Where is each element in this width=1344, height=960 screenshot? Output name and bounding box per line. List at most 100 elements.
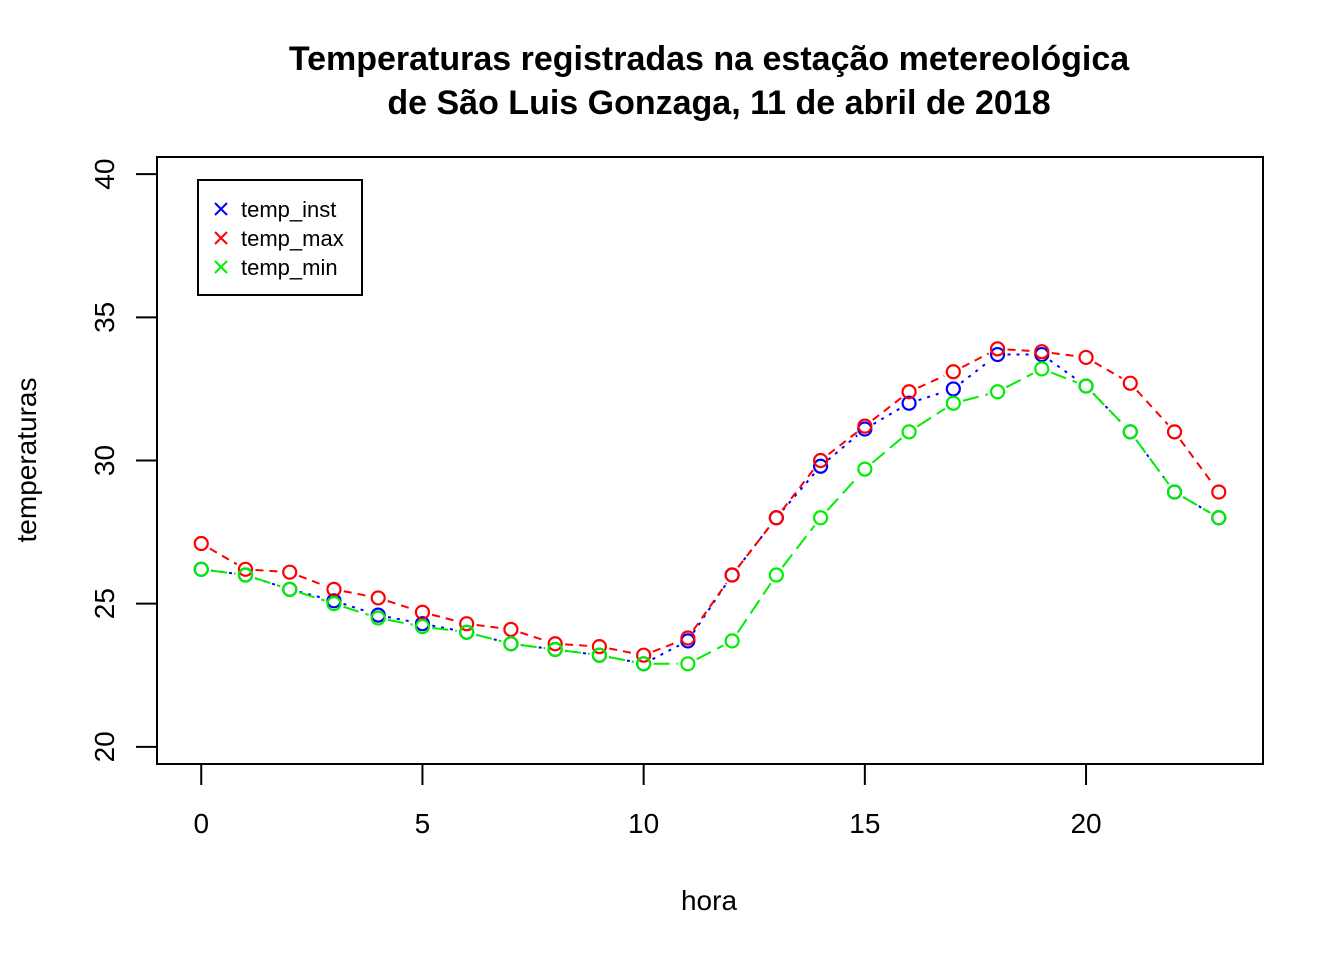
temp_max-segment — [209, 547, 238, 566]
temp_min-segment — [343, 605, 369, 616]
temp_min-point — [724, 633, 740, 649]
temp_max-segment — [1094, 361, 1123, 380]
temp_min-segment — [1182, 496, 1211, 514]
temp_min-point — [282, 581, 298, 597]
temp_max-point — [414, 604, 431, 620]
temp_inst-point — [945, 381, 961, 397]
x-tick-label: 10 — [628, 808, 659, 839]
temp_max-segment — [298, 574, 326, 587]
temp_max-segment — [1179, 439, 1214, 485]
y-axis-label: temperaturas — [11, 378, 42, 543]
temp_min-point — [636, 656, 652, 672]
temp_max-segment — [872, 397, 902, 421]
temp_min-point — [326, 596, 342, 612]
temp_min-segment — [254, 577, 281, 588]
series-temp_min — [193, 361, 1227, 672]
temp_max-segment — [255, 568, 280, 573]
x-tick-label: 20 — [1070, 808, 1101, 839]
temp_min-segment — [962, 393, 989, 402]
temp_max-segment — [652, 640, 679, 653]
series-layer — [193, 341, 1227, 672]
temp_max-segment — [781, 467, 816, 511]
temp_min-segment — [609, 656, 635, 663]
temp_max-point — [591, 639, 608, 655]
temp_min-point — [370, 610, 386, 626]
temp_min-segment — [1050, 371, 1078, 384]
x-tick-label: 0 — [193, 808, 209, 839]
temp_min-segment — [916, 407, 946, 428]
temp_max-point — [680, 630, 696, 646]
y-tick-label: 25 — [89, 588, 120, 619]
temp_max-point — [193, 535, 209, 552]
temp_min-segment — [298, 591, 325, 602]
temp_min-point — [1211, 510, 1227, 526]
temp_max-point — [945, 364, 961, 380]
temp_min-segment — [781, 525, 816, 568]
temp_inst-segment — [564, 649, 590, 655]
temp_inst-segment — [827, 434, 858, 461]
temp_max-segment — [827, 431, 858, 456]
temp_min-point — [768, 567, 784, 583]
legend-box — [197, 179, 363, 296]
temp_max-segment — [1051, 351, 1077, 358]
temp_inst-segment — [692, 582, 728, 634]
temp_min-segment — [1092, 392, 1125, 426]
y-tick-label: 20 — [89, 731, 120, 762]
temp_max-segment — [565, 643, 590, 647]
x-tick-label: 15 — [849, 808, 880, 839]
temp_inst-segment — [918, 391, 945, 402]
temp_inst-segment — [1049, 359, 1079, 382]
y-tick-label: 40 — [89, 159, 120, 190]
temp_max-point — [1078, 349, 1094, 366]
temp_max-point — [1166, 424, 1183, 440]
temp_max-segment — [609, 647, 635, 655]
temp_max-segment — [737, 525, 772, 568]
temp_min-point — [945, 395, 961, 411]
temp_min-point — [857, 461, 873, 477]
temp_max-segment — [343, 590, 369, 598]
temp_max-point — [459, 616, 475, 632]
temp_min-point — [591, 647, 608, 663]
temp_min-point — [193, 561, 209, 577]
temp_min-segment — [696, 644, 724, 661]
temp_max-point — [1211, 484, 1227, 500]
temp_inst-segment — [609, 656, 635, 663]
series-temp_inst — [193, 346, 1227, 672]
y-tick-label: 30 — [89, 445, 120, 476]
temp_min-point — [1034, 361, 1050, 377]
temp_min-point — [1122, 424, 1138, 440]
temp_min-segment — [387, 618, 413, 626]
temp_min-point — [547, 641, 563, 658]
temp_max-point — [237, 561, 254, 577]
x-axis-label: hora — [681, 885, 737, 916]
legend-entry-temp_min: temp_min — [214, 255, 338, 280]
temp_min-point — [459, 624, 475, 640]
temp_max-point — [989, 341, 1006, 357]
temp_max-point — [1122, 375, 1138, 391]
legend: temp_inst temp_max temp_min — [197, 179, 363, 296]
temp_max-point — [326, 581, 342, 597]
temp_max-point — [901, 384, 917, 400]
temp_min-segment — [211, 569, 236, 575]
temp_inst-segment — [432, 624, 458, 632]
temp_inst-point — [901, 395, 917, 411]
temp_inst-segment — [960, 359, 991, 384]
temp_max-segment — [917, 374, 945, 389]
temp_max-point — [282, 564, 298, 580]
legend-label: temp_min — [241, 255, 338, 280]
temp_min-segment — [1005, 372, 1034, 389]
temp_min-segment — [826, 475, 859, 512]
chart-title-line-2: de São Luis Gonzaga, 11 de abril de 2018 — [387, 84, 1050, 122]
y-axis: 20 25 30 35 40 — [89, 159, 158, 762]
temp_max-segment — [1007, 348, 1032, 353]
temp_min-segment — [564, 649, 590, 655]
temp_min-segment — [1135, 439, 1170, 485]
temp_min-point — [1078, 378, 1094, 394]
temp_inst-segment — [387, 616, 413, 623]
temp_min-point — [503, 636, 519, 652]
temp_inst-segment — [211, 569, 236, 575]
legend-marker-x-icon — [214, 260, 228, 274]
temp_inst-segment — [520, 644, 546, 650]
temp_max-segment — [476, 623, 502, 630]
